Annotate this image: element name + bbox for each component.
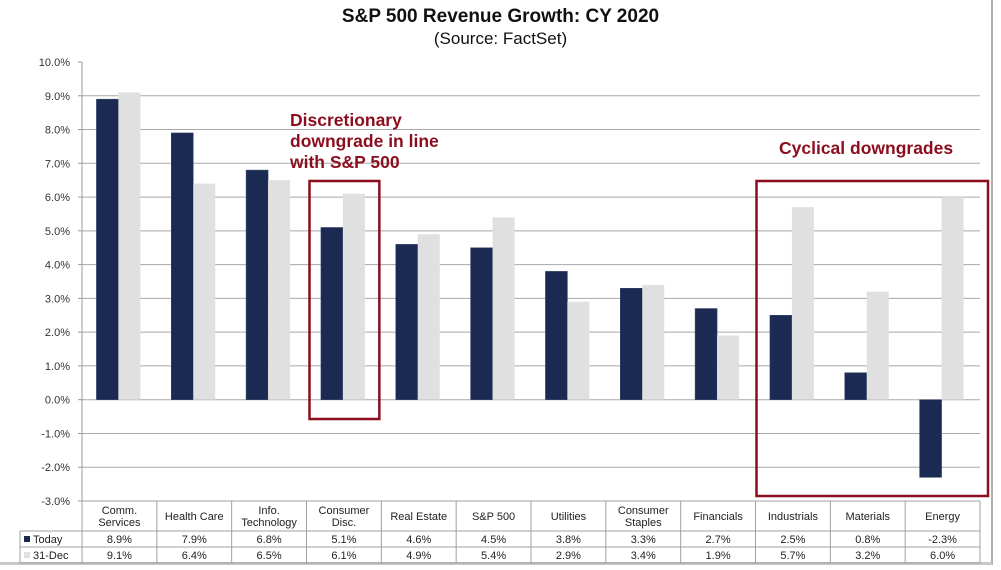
data-cell: 2.7% [706,534,731,546]
data-cell: 6.1% [331,550,356,562]
data-cell: 3.8% [556,534,581,546]
category-label: Real Estate [390,511,447,523]
bar-today [470,247,493,400]
y-tick-label: 9.0% [45,91,70,103]
category-label: Disc. [332,517,356,529]
data-cell: 3.3% [631,534,656,546]
bar-today [919,399,942,478]
y-tick-label: 2.0% [45,327,70,339]
category-label: Consumer [618,505,669,517]
category-label: Health Care [165,511,224,523]
data-cell: 5.4% [481,550,506,562]
y-tick-label: 6.0% [45,192,70,204]
bar-31-dec [717,335,740,400]
y-tick-label: 3.0% [45,293,70,305]
data-cell: 6.8% [257,534,282,546]
annotation-cyclical: Cyclical downgrades [779,138,953,159]
data-cell: 2.5% [780,534,805,546]
bar-31-dec [193,183,216,400]
data-cell: 2.9% [556,550,581,562]
annotation-line: Discretionary [290,110,402,130]
category-label: Financials [693,511,743,523]
category-label: Energy [925,511,960,523]
category-label: Info. [258,505,279,517]
legend-label: 31-Dec [33,550,69,562]
bar-31-dec [941,197,964,400]
bar-today [769,315,793,400]
bar-today [395,244,418,400]
bar-31-dec [791,207,814,400]
category-label: Consumer [319,505,370,517]
data-cell: 4.9% [406,550,431,562]
bar-today [320,227,344,400]
chart-title: S&P 500 Revenue Growth: CY 2020 [341,6,660,27]
category-label: Utilities [551,511,587,523]
y-tick-label: 5.0% [45,226,70,238]
annotation-discretionary: Discretionary downgrade in line with S&P… [290,110,439,173]
y-tick-label: -1.0% [41,428,70,440]
y-tick-label: 0.0% [45,395,70,407]
y-tick-label: 8.0% [45,125,70,137]
annotation-line: with S&P 500 [290,152,400,172]
bar-today [245,169,269,400]
data-cell: 5.7% [780,550,805,562]
category-label: Industrials [768,511,819,523]
y-tick-label: 7.0% [45,158,70,170]
chart-subtitle: (Source: FactSet) [433,29,568,48]
bar-31-dec [866,291,889,400]
data-cell: -2.3% [928,534,957,546]
y-tick-label: -3.0% [41,496,70,508]
y-tick-label: 10.0% [39,57,70,69]
data-cell: 3.4% [631,550,656,562]
legend-label: Today [33,534,63,546]
data-cell: 7.9% [182,534,207,546]
annotation-line: downgrade in line [290,131,439,151]
highlight-box-cyclicals [755,179,990,498]
highlight-box-consumer-disc [308,179,381,421]
data-cell: 4.6% [406,534,431,546]
data-cell: 3.2% [855,550,880,562]
legend-swatch-31-dec [24,552,30,558]
bar-today [620,288,643,400]
bar-today [694,308,718,400]
legend-swatch-today [24,536,30,542]
bar-31-dec [492,217,515,400]
data-cell: 1.9% [706,550,731,562]
data-cell: 6.0% [930,550,955,562]
bar-today [545,271,568,400]
category-label: Technology [241,517,297,529]
bar-31-dec [118,92,141,400]
data-cell: 5.1% [331,534,356,546]
bar-31-dec [268,180,291,400]
bar-31-dec [417,234,440,400]
data-cell: 0.8% [855,534,880,546]
y-tick-label: 1.0% [45,361,70,373]
bar-today [844,372,867,400]
data-cell: 6.4% [182,550,207,562]
y-tick-label: -2.0% [41,462,70,474]
y-tick-label: 4.0% [45,260,70,272]
data-cell: 6.5% [257,550,282,562]
annotation-line: Cyclical downgrades [779,138,954,158]
data-cell: 8.9% [107,534,132,546]
bar-31-dec [642,284,665,400]
data-cell: 9.1% [107,550,132,562]
category-label: S&P 500 [472,511,515,523]
category-label: Services [98,517,141,529]
bar-31-dec [342,193,365,400]
category-label: Staples [625,517,662,529]
category-label: Materials [845,511,890,523]
bar-31-dec [567,301,590,400]
bar-today [171,132,194,400]
category-label: Comm. [102,505,137,517]
data-cell: 4.5% [481,534,506,546]
bar-today [96,98,119,400]
